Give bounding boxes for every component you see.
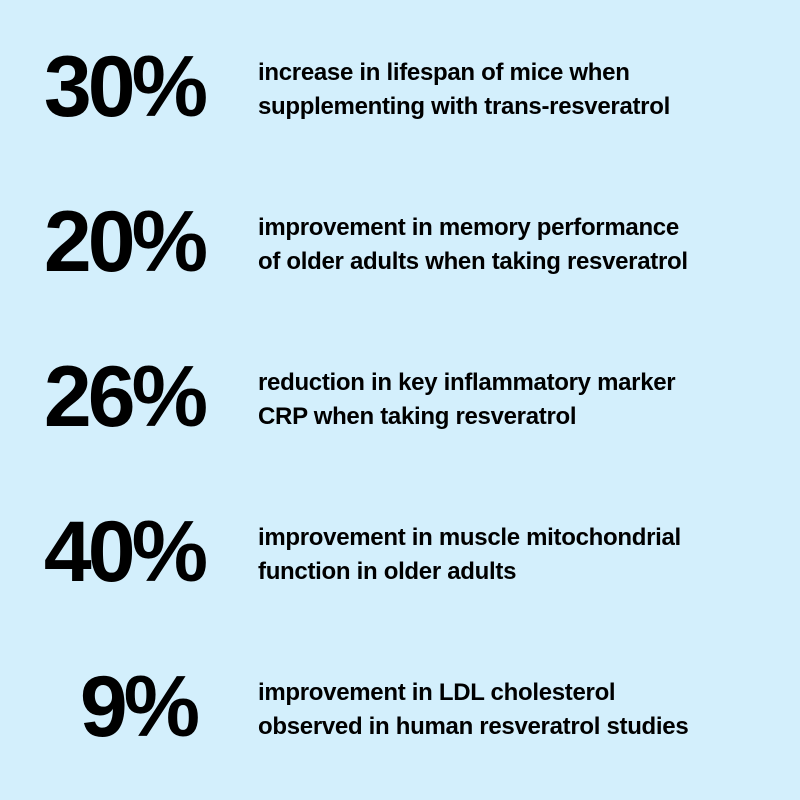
stat-memory: 20% improvement in memory performance of… <box>0 155 800 305</box>
stat-value: 26% <box>43 349 208 445</box>
stat-mitochondria: 40% improvement in muscle mitochondrial … <box>0 465 800 615</box>
stat-value: 30% <box>43 39 208 135</box>
stat-value: 9% <box>79 659 200 755</box>
stat-description: improvement in memory performance of old… <box>258 214 688 275</box>
stat-value: 40% <box>43 504 208 600</box>
stat-description: increase in lifespan of mice when supple… <box>258 59 670 120</box>
stat-description: improvement in muscle mitochondrial func… <box>258 524 681 585</box>
stat-value: 20% <box>43 194 208 290</box>
stat-inflammation: 26% reduction in key inflammatory marker… <box>0 310 800 460</box>
stat-lifespan: 30% increase in lifespan of mice when su… <box>0 0 800 150</box>
stat-cholesterol: 9% improvement in LDL cholesterol observ… <box>0 620 800 770</box>
stat-description: reduction in key inflammatory marker CRP… <box>258 369 676 430</box>
stat-description: improvement in LDL cholesterol observed … <box>258 679 689 740</box>
